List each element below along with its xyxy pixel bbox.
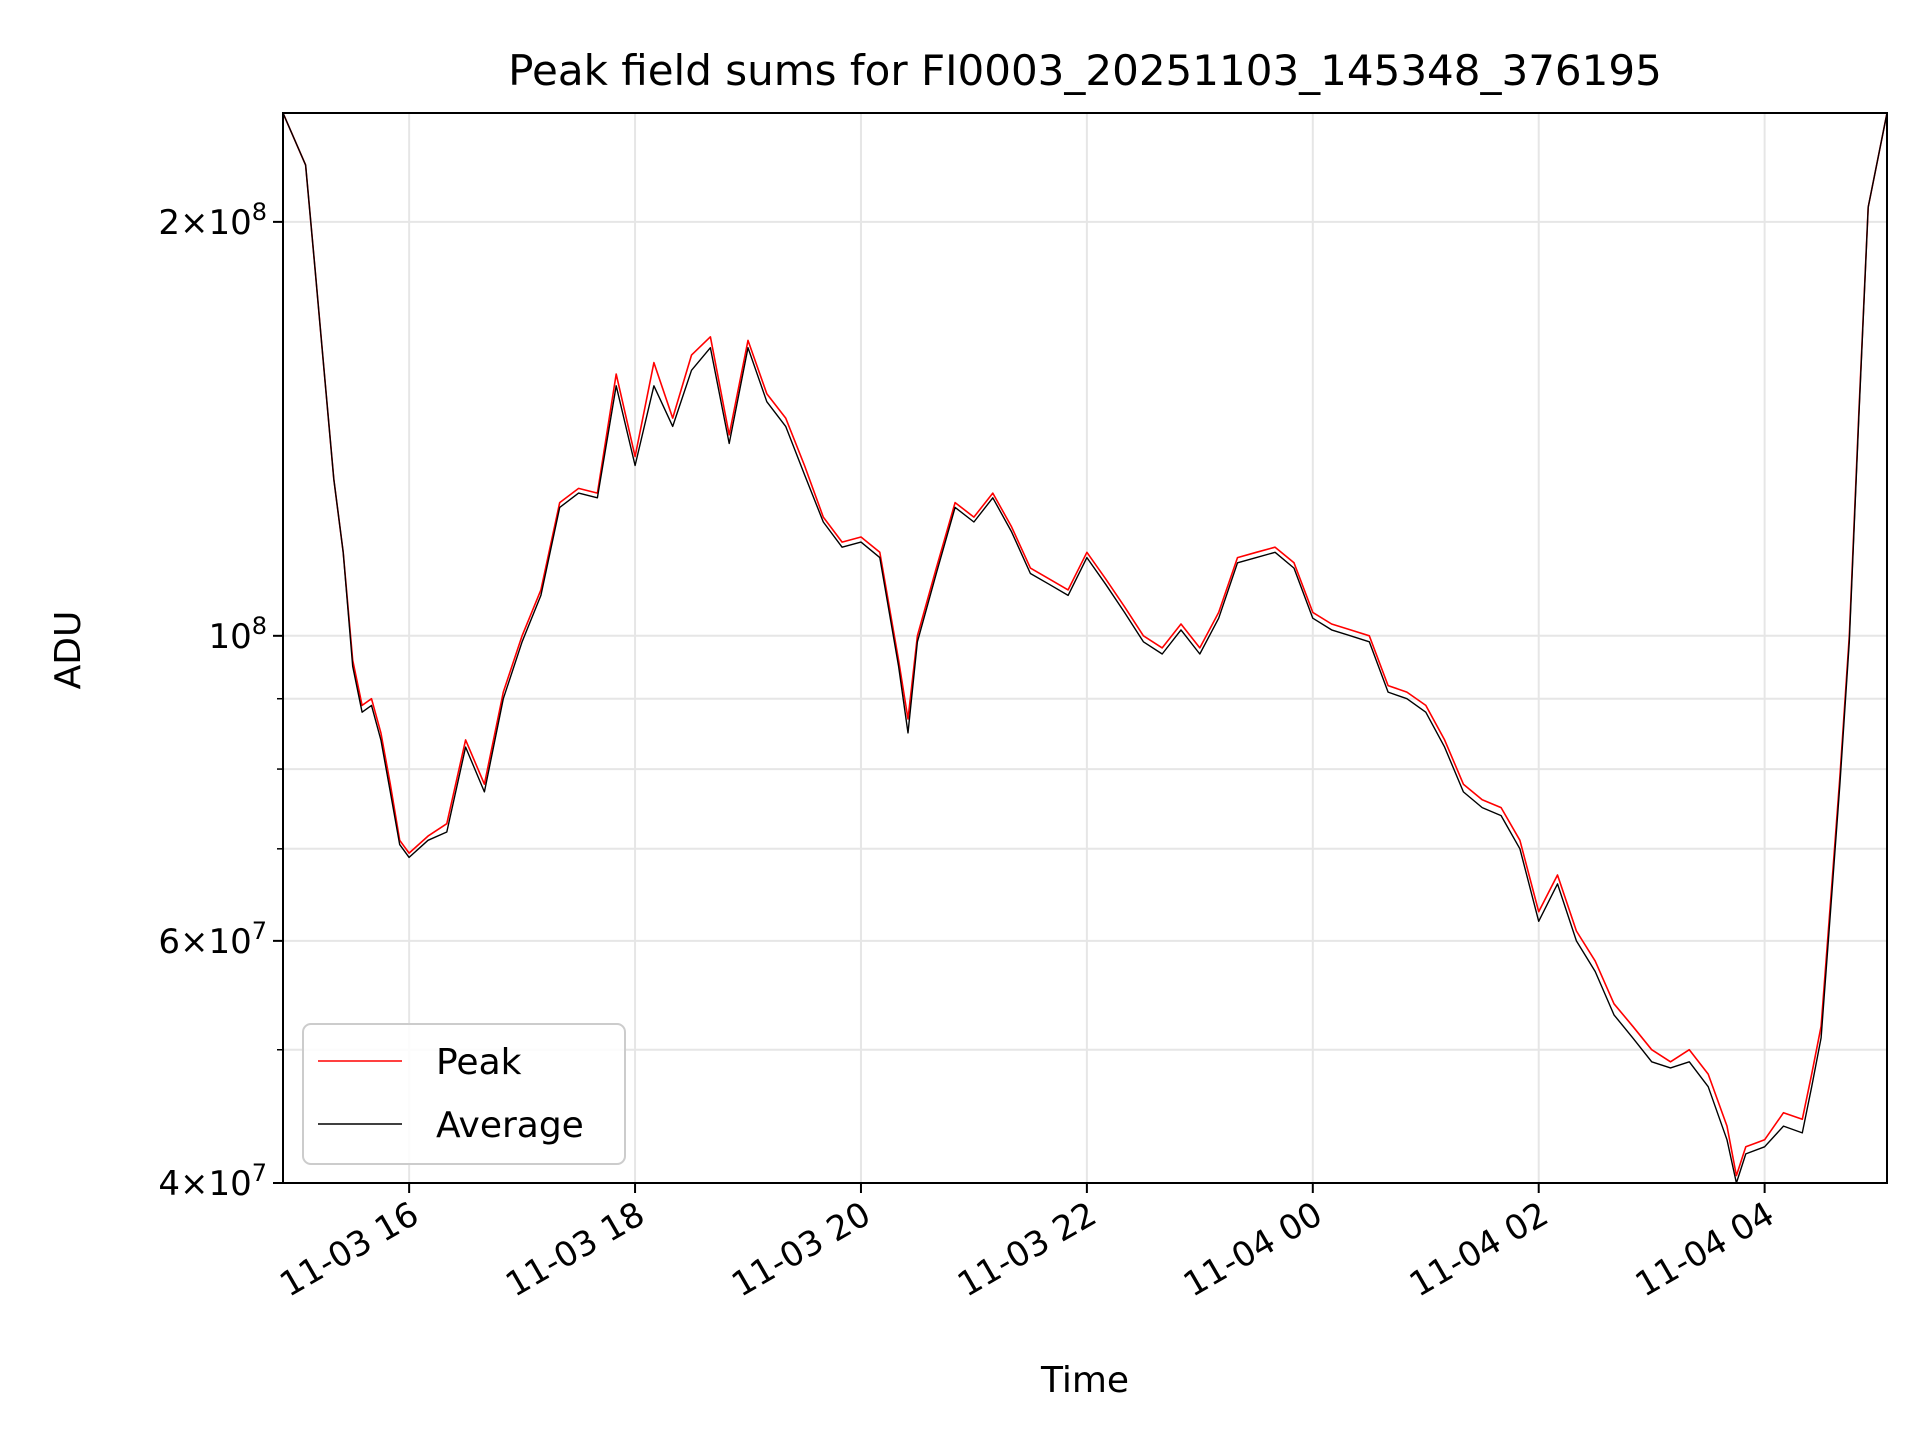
y-tick-label-3: 2×108 (158, 198, 267, 243)
legend-average-label: Average (436, 1105, 584, 1146)
legend-box (302, 1023, 626, 1165)
grid-layer (283, 113, 1887, 1184)
x-tick-label-4: 11-04 00 (1177, 1194, 1329, 1305)
series-layer (282, 112, 1888, 1184)
y-tick-label-1: 6×107 (158, 917, 267, 962)
series-line-average (282, 112, 1888, 1184)
x-tick-label-6: 11-04 04 (1629, 1194, 1781, 1305)
x-tick-label-2: 11-03 20 (725, 1194, 877, 1305)
y-axis-label: ADU (48, 611, 89, 690)
chart-title: Peak field sums for FI0003_20251103_1453… (508, 46, 1662, 95)
series-line-peak (282, 112, 1888, 1177)
x-tick-label-0: 11-03 16 (273, 1194, 425, 1305)
x-tick-label-1: 11-03 18 (499, 1194, 651, 1305)
y-tick-label-2: 108 (208, 612, 267, 657)
x-tick-label-5: 11-04 02 (1403, 1194, 1555, 1305)
x-tick-label-3: 11-03 22 (951, 1194, 1103, 1305)
y-tick-label-0: 4×107 (158, 1159, 267, 1204)
plot-frame (282, 112, 1888, 1184)
legend: Peak Average (302, 1023, 626, 1165)
legend-peak-label: Peak (436, 1042, 522, 1083)
x-axis-label: Time (1040, 1360, 1129, 1401)
